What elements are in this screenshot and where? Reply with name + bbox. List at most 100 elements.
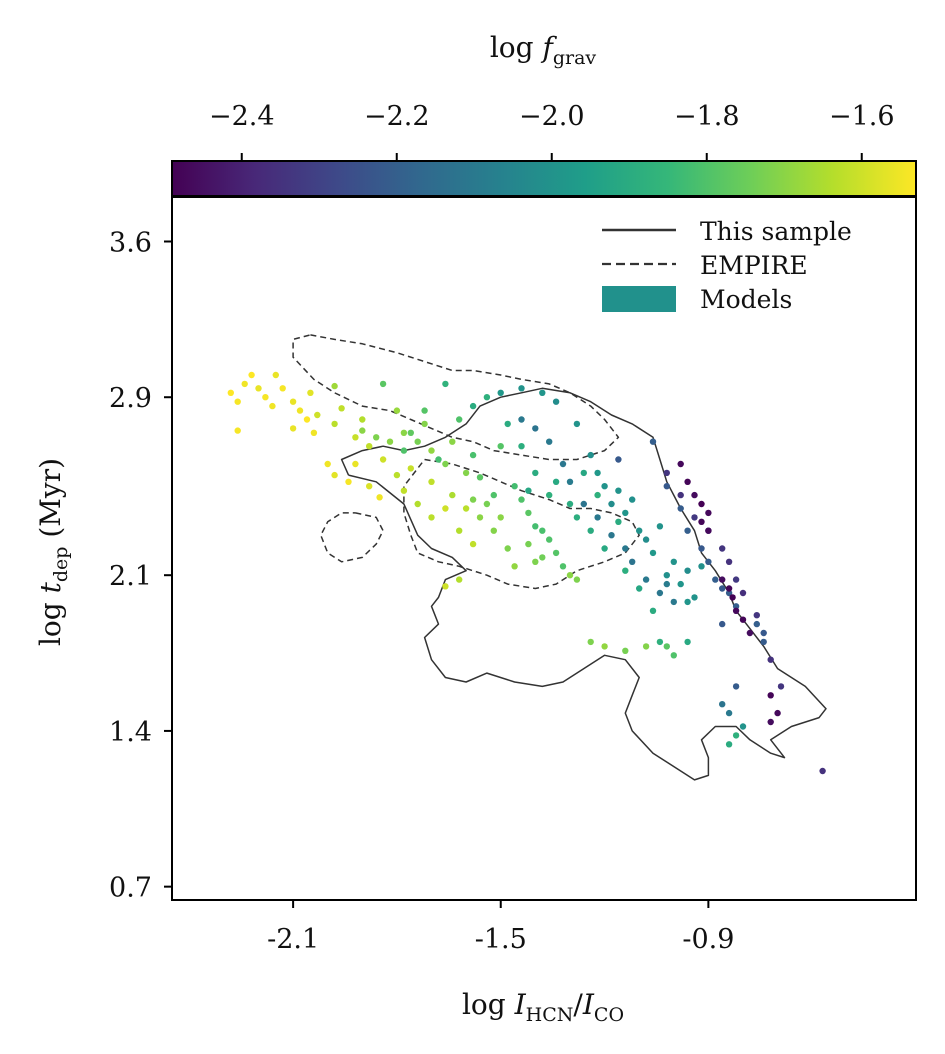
data-point [670,652,677,659]
data-point [712,576,719,583]
data-point [414,500,421,508]
data-point [331,471,338,479]
data-point [601,643,608,650]
data-point [739,723,747,730]
data-point [359,416,366,423]
data-point [739,589,747,597]
data-point [359,427,366,434]
data-point [566,478,574,485]
data-point [677,460,684,468]
data-point [573,420,581,428]
data-point [725,589,733,597]
data-point [393,471,401,479]
data-point [352,434,359,441]
colorbar-tick-label: −2.4 [209,101,275,132]
data-point [719,585,726,592]
data-point [670,558,677,565]
data-point [511,563,518,570]
y-tick-label: 3.6 [109,227,152,258]
x-label-var1: I [514,988,527,1021]
data-point [636,585,643,592]
data-point [386,438,394,445]
data-point [732,576,740,583]
data-point [767,718,774,726]
data-point [497,443,504,450]
data-point [255,385,262,392]
data-point [732,732,740,739]
data-point [760,629,767,637]
data-point [677,580,684,588]
empire-contour [292,334,620,461]
data-point [379,380,387,388]
contours [292,334,827,781]
data-point [525,509,532,517]
data-point [476,514,484,521]
legend-patch-models [602,286,676,312]
y-label-sub: dep [50,547,72,583]
data-point [539,389,546,396]
data-point [580,469,587,477]
data-point [559,460,567,468]
sample-contour [340,387,827,781]
data-point [753,620,760,628]
data-point [705,558,712,565]
data-point [684,567,691,574]
colorbar-label-sub: grav [553,47,597,69]
data-point [684,638,691,646]
x-tick-label: -2.1 [267,924,319,955]
data-point [532,523,539,530]
data-point [552,478,560,485]
data-point [393,407,401,414]
data-point [546,491,553,499]
data-point [587,527,594,534]
data-point [642,643,650,650]
data-point [490,527,497,534]
data-point [753,612,760,619]
data-point [691,491,698,499]
data-point [456,416,463,423]
data-point [511,483,518,490]
data-point [656,638,664,646]
data-point [622,545,629,552]
data-point [314,411,321,419]
data-point [262,394,269,401]
data-point [525,487,532,494]
data-point [663,572,670,579]
data-point [746,629,754,637]
empire-contour [320,512,384,563]
data-point [248,371,255,379]
x-axis-label: log IHCN/ICO [462,988,624,1026]
y-tick-label: 2.9 [109,383,152,414]
data-point [400,429,408,436]
data-point [442,583,449,590]
data-point [622,647,629,654]
data-point [594,514,601,521]
data-point [241,380,248,388]
data-point [705,527,712,534]
data-point [462,469,470,477]
data-point [705,509,712,517]
data-point [587,638,594,646]
data-point [269,402,276,410]
data-point [407,465,414,472]
data-point [366,443,373,450]
data-point [767,656,774,663]
y-tick-label: 1.4 [109,717,152,748]
data-point [428,478,435,485]
x-label-slash: / [573,988,583,1021]
colorbar-ticks: −2.4 −2.2 −2.0 −1.8 −1.6 [209,101,895,161]
data-point [289,398,297,405]
data-point [629,496,636,503]
data-point [719,576,726,583]
data-point [234,427,241,434]
colorbar-tick-label: −1.6 [829,101,895,132]
data-point [400,447,408,454]
data-point [504,545,511,552]
data-point [532,469,539,477]
data-point [428,514,435,521]
data-point [642,576,650,583]
x-tick-label: -1.5 [475,924,527,955]
data-point [663,580,670,588]
data-point [331,420,338,428]
